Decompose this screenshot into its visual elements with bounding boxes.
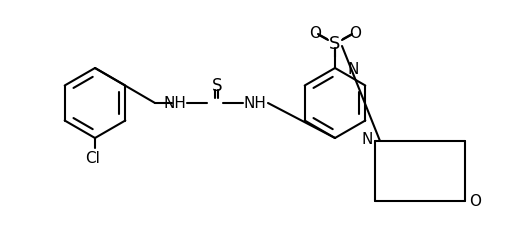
Text: S: S <box>212 77 223 94</box>
Text: O: O <box>349 26 361 41</box>
Text: NH: NH <box>243 96 266 111</box>
Text: N: N <box>361 132 373 147</box>
Text: NH: NH <box>164 96 186 111</box>
Text: O: O <box>309 26 321 41</box>
Text: S: S <box>329 35 341 53</box>
Text: Cl: Cl <box>85 150 101 165</box>
Text: N: N <box>347 61 359 76</box>
Text: O: O <box>469 194 481 209</box>
